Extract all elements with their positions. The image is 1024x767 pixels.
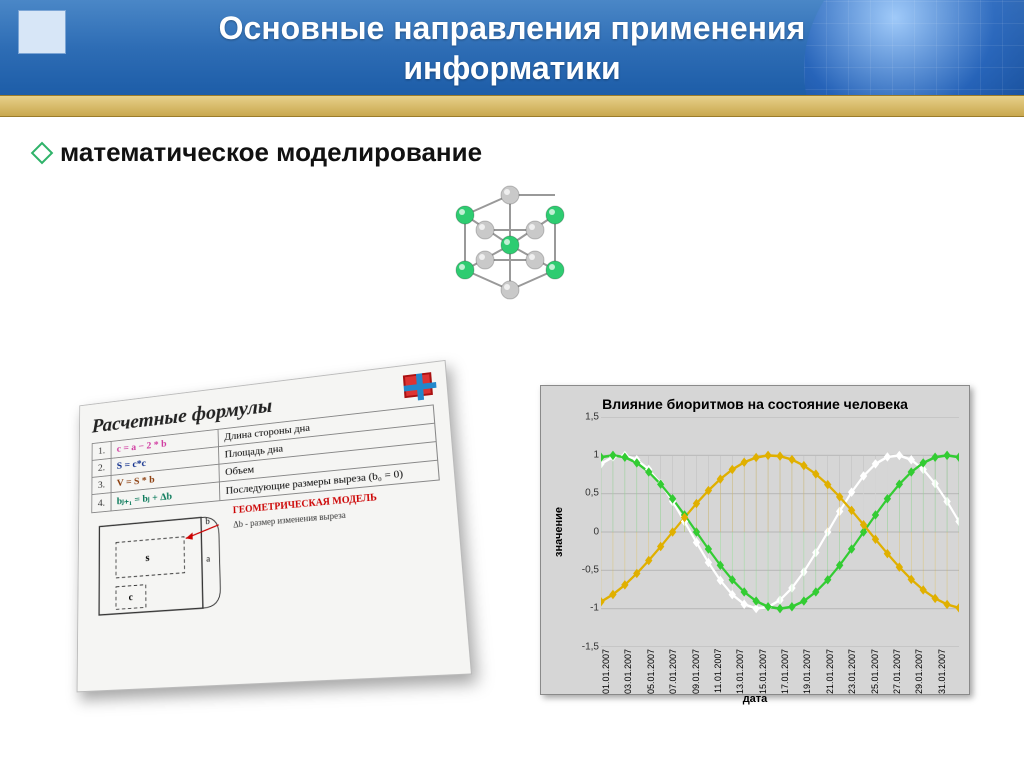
- title-line-1: Основные направления применения: [0, 8, 1024, 48]
- ytick: -1: [590, 603, 599, 614]
- gold-band: [0, 95, 1024, 117]
- bullet-text: математическое моделирование: [60, 137, 482, 168]
- chart-ylabel: значение: [551, 417, 567, 647]
- diamond-bullet-icon: [34, 145, 50, 161]
- ytick: 0,5: [585, 488, 599, 499]
- chart-title: Влияние биоритмов на состояние человека: [551, 396, 959, 413]
- xtick: 13.01.2007: [735, 647, 757, 697]
- ytick: 1: [593, 450, 599, 461]
- ytick: -1,5: [582, 641, 599, 652]
- svg-text:s: s: [146, 552, 150, 564]
- xtick: 01.01.2007: [601, 647, 623, 697]
- formula-idx: 2.: [92, 458, 111, 477]
- formula-idx: 4.: [92, 493, 111, 513]
- xtick: 15.01.2007: [758, 647, 780, 697]
- chart-plot: [601, 417, 959, 647]
- chart-yticks: 1,510,50-0,5-1-1,5: [567, 417, 601, 647]
- slide-header: Основные направления применения информат…: [0, 0, 1024, 95]
- bullet-row: математическое моделирование: [34, 137, 1024, 168]
- ytick: 1,5: [585, 411, 599, 422]
- svg-text:c: c: [129, 592, 134, 603]
- formula-card: Расчетные формулы 1.c = a − 2 * bДлина с…: [60, 370, 455, 680]
- svg-text:a: a: [206, 554, 210, 564]
- xtick: 07.01.2007: [668, 647, 690, 697]
- xtick: 17.01.2007: [780, 647, 802, 697]
- xtick: 25.01.2007: [870, 647, 892, 697]
- molecule-illustration: [435, 175, 585, 305]
- ytick: -0,5: [582, 565, 599, 576]
- ytick: 0: [593, 526, 599, 537]
- chart-xticks: 01.01.200703.01.200705.01.200707.01.2007…: [601, 647, 959, 697]
- xtick: 19.01.2007: [802, 647, 824, 697]
- xtick: 23.01.2007: [847, 647, 869, 697]
- xtick: 05.01.2007: [646, 647, 668, 697]
- xtick: 21.01.2007: [825, 647, 847, 697]
- xtick: 31.01.2007: [937, 647, 959, 697]
- title-line-2: информатики: [0, 48, 1024, 88]
- formula-idx: 3.: [92, 475, 111, 494]
- xtick: 29.01.2007: [914, 647, 936, 697]
- xtick: 03.01.2007: [623, 647, 645, 697]
- xtick: 27.01.2007: [892, 647, 914, 697]
- slide-title: Основные направления применения информат…: [0, 0, 1024, 88]
- biorhythm-chart: Влияние биоритмов на состояние человека …: [540, 385, 970, 695]
- xtick: 11.01.2007: [713, 647, 735, 697]
- geometric-model-icon: s c b a: [91, 506, 230, 624]
- xtick: 09.01.2007: [691, 647, 713, 697]
- gift-icon: [403, 372, 433, 398]
